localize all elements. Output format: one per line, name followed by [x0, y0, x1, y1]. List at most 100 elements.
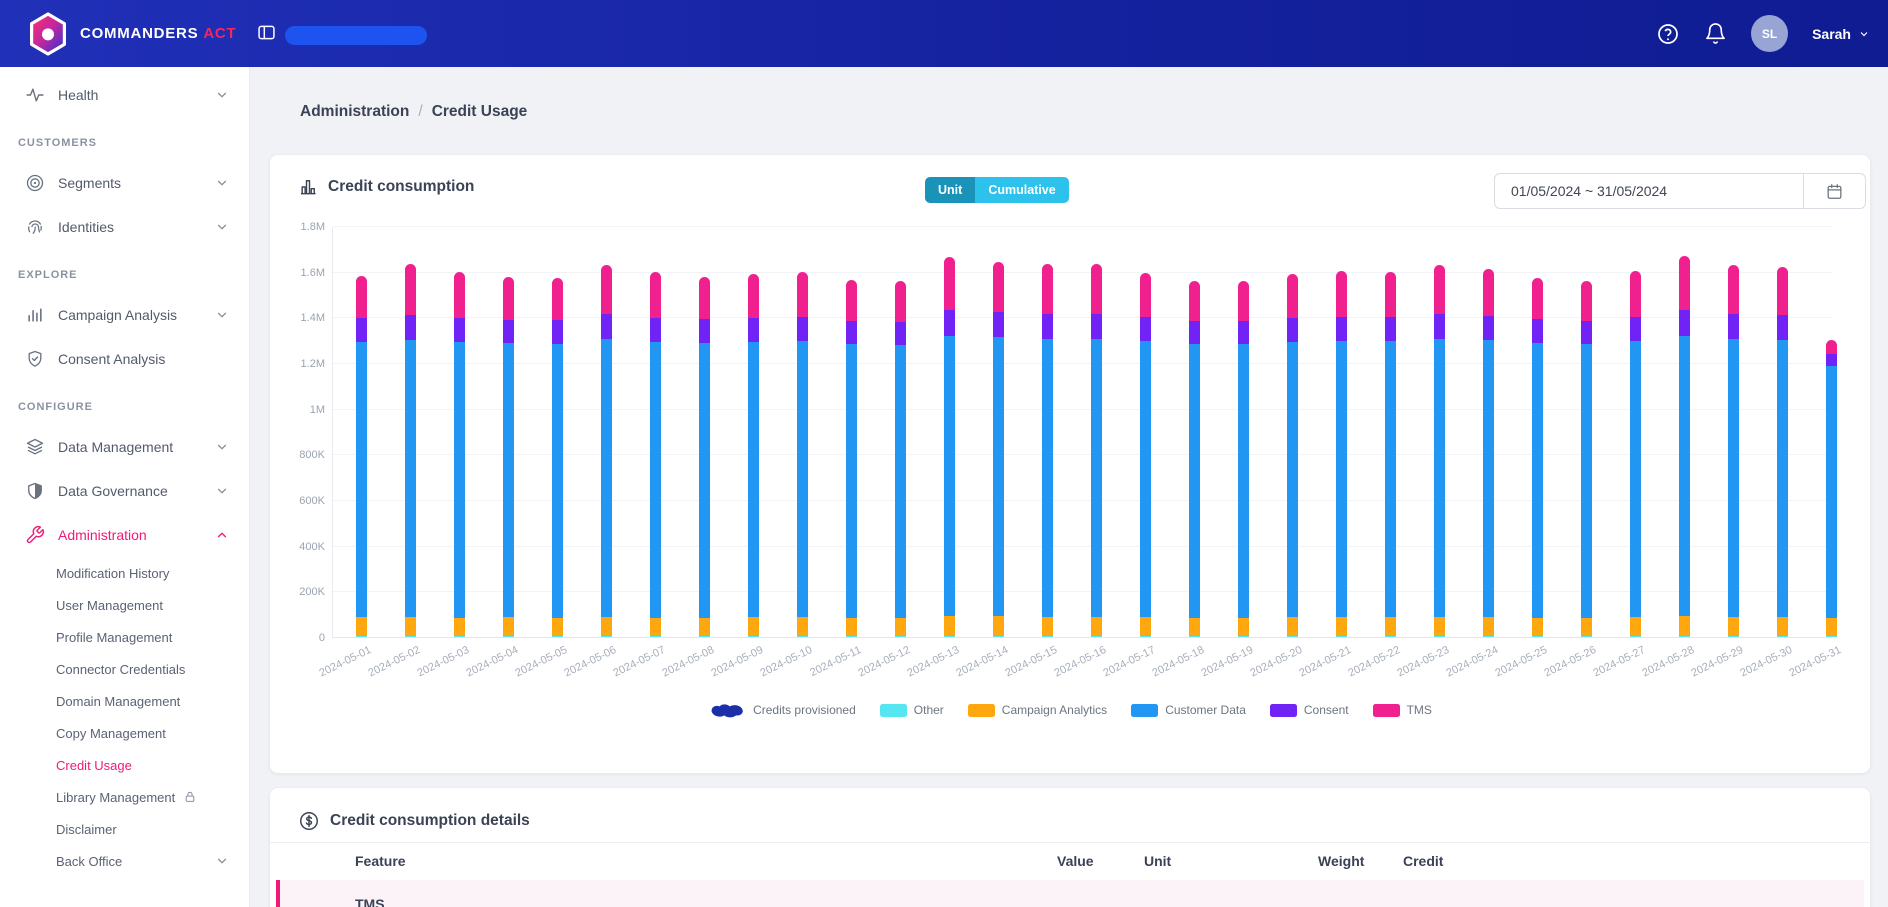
chart-bar-2024-05-21[interactable] — [1336, 271, 1347, 637]
sidebar-item-domain-management[interactable]: Domain Management — [0, 685, 249, 717]
bar-segment-consent — [895, 322, 906, 345]
sidebar-item-credit-usage[interactable]: Credit Usage — [0, 749, 249, 781]
legend-item-credits-provisioned[interactable]: Credits provisioned — [708, 701, 856, 719]
commanders-act-logo[interactable]: COMMANDERS ACT — [28, 11, 236, 56]
chart-bar-2024-05-28[interactable] — [1679, 256, 1690, 637]
legend-item-consent[interactable]: Consent — [1269, 703, 1349, 717]
legend-item-campaign-analytics[interactable]: Campaign Analytics — [967, 703, 1107, 717]
bar-segment-customer-data — [944, 336, 955, 616]
breadcrumb-administration[interactable]: Administration — [300, 103, 410, 120]
sidebar-item-library-management[interactable]: Library Management — [0, 781, 249, 813]
avatar[interactable]: SL — [1751, 15, 1789, 52]
chart-bar-2024-05-25[interactable] — [1532, 278, 1543, 637]
chart-bar-2024-05-11[interactable] — [846, 280, 857, 637]
chart-bar-2024-05-07[interactable] — [650, 272, 661, 637]
chart-bar-2024-05-16[interactable] — [1091, 264, 1102, 637]
bar-segment-tms — [1777, 267, 1788, 315]
chart-bar-2024-05-20[interactable] — [1287, 274, 1298, 637]
bar-segment-other — [699, 636, 710, 637]
calendar-button[interactable] — [1803, 174, 1865, 208]
breadcrumb-credit-usage[interactable]: Credit Usage — [431, 103, 528, 120]
bar-segment-tms — [1581, 281, 1592, 321]
help-icon[interactable] — [1656, 22, 1680, 46]
sidebar-item-connector-credentials[interactable]: Connector Credentials — [0, 653, 249, 685]
chart-bar-2024-05-10[interactable] — [797, 272, 808, 637]
sidebar-item-disclaimer[interactable]: Disclaimer — [0, 813, 249, 845]
chart-bar-2024-05-26[interactable] — [1581, 281, 1592, 637]
sidebar-item-back-office[interactable]: Back Office — [0, 845, 249, 877]
chart-bar-2024-05-05[interactable] — [552, 278, 563, 637]
sidebar-item-label: Modification History — [56, 565, 170, 581]
breadcrumb: Administration / Credit Usage — [300, 103, 527, 121]
y-axis-tick: 400K — [299, 540, 325, 553]
bar-segment-campaign-analytics — [993, 616, 1004, 636]
chart-bar-2024-05-06[interactable] — [601, 265, 612, 637]
chart-bar-2024-05-22[interactable] — [1385, 272, 1396, 637]
sidebar-item-profile-management[interactable]: Profile Management — [0, 621, 249, 653]
gridline — [333, 591, 1832, 593]
sidebar-item-consent-analysis[interactable]: Consent Analysis — [0, 337, 249, 381]
top-navbar: COMMANDERS ACT SL Sarah — [0, 0, 1888, 67]
sidebar-item-data-management[interactable]: Data Management — [0, 425, 249, 469]
chart-bar-2024-05-08[interactable] — [699, 277, 710, 637]
bar-segment-tms — [1140, 273, 1151, 317]
bar-segment-campaign-analytics — [1679, 616, 1690, 636]
chart-bar-2024-05-12[interactable] — [895, 281, 906, 637]
bar-segment-tms — [944, 257, 955, 310]
bar-segment-customer-data — [650, 342, 661, 618]
sidebar-item-copy-management[interactable]: Copy Management — [0, 717, 249, 749]
legend-item-customer-data[interactable]: Customer Data — [1131, 703, 1246, 717]
sidebar-item-label: Back Office — [56, 853, 123, 869]
sidebar-item-modification-history[interactable]: Modification History — [0, 557, 249, 589]
chart-bar-2024-05-09[interactable] — [748, 274, 759, 637]
chart-bar-2024-05-31[interactable] — [1826, 340, 1837, 637]
toggle-cumulative-button[interactable]: Cumulative — [975, 177, 1069, 203]
table-row-tms[interactable]: TMS — [276, 880, 1864, 907]
sidebar-item-administration[interactable]: Administration — [0, 513, 249, 557]
bar-segment-consent — [1091, 314, 1102, 339]
bar-segment-tms — [993, 262, 1004, 312]
sidebar-item-segments[interactable]: Segments — [0, 161, 249, 205]
bar-segment-other — [601, 636, 612, 637]
sidebar-item-data-governance[interactable]: Data Governance — [0, 469, 249, 513]
chart-bar-2024-05-27[interactable] — [1630, 271, 1641, 637]
bar-segment-consent — [846, 321, 857, 344]
chart-bar-2024-05-19[interactable] — [1238, 281, 1249, 637]
chart-bar-2024-05-02[interactable] — [405, 264, 416, 637]
chart-bar-2024-05-01[interactable] — [356, 276, 367, 637]
sidebar-item-campaign-analysis[interactable]: Campaign Analysis — [0, 293, 249, 337]
date-range-value[interactable]: 01/05/2024 ~ 31/05/2024 — [1511, 183, 1668, 199]
sidebar-item-label: Campaign Analysis — [58, 307, 178, 323]
sidebar-toggle-icon[interactable] — [256, 22, 277, 43]
sidebar-item-identities[interactable]: Identities — [0, 205, 249, 249]
logo-hexagon-icon — [30, 11, 66, 56]
chart-bar-2024-05-04[interactable] — [503, 277, 514, 637]
bar-segment-campaign-analytics — [895, 618, 906, 636]
gridline — [333, 545, 1832, 547]
chart-bar-2024-05-23[interactable] — [1434, 265, 1445, 637]
chart-bar-2024-05-03[interactable] — [454, 272, 465, 637]
sidebar-item-user-management[interactable]: User Management — [0, 589, 249, 621]
chart-bar-2024-05-24[interactable] — [1483, 269, 1494, 637]
date-range-picker[interactable]: 01/05/2024 ~ 31/05/2024 — [1494, 173, 1866, 209]
chart-bar-2024-05-13[interactable] — [944, 257, 955, 637]
legend-color-swatch — [1269, 703, 1297, 717]
user-menu[interactable]: Sarah — [1812, 26, 1870, 42]
chart-bar-2024-05-18[interactable] — [1189, 281, 1200, 637]
chevron-down-icon — [1860, 31, 1868, 36]
legend-item-tms[interactable]: TMS — [1372, 703, 1432, 717]
legend-item-other[interactable]: Other — [879, 703, 944, 717]
y-axis-tick: 1M — [309, 403, 325, 416]
sidebar-item-health[interactable]: Health — [0, 73, 249, 117]
notifications-bell-icon[interactable] — [1704, 22, 1727, 45]
chart-bar-2024-05-17[interactable] — [1140, 273, 1151, 637]
gridline — [333, 317, 1832, 319]
chart-bar-2024-05-15[interactable] — [1042, 264, 1053, 637]
chart-bar-2024-05-14[interactable] — [993, 262, 1004, 637]
sidebar-item-label: Identities — [58, 219, 115, 235]
toggle-unit-button[interactable]: Unit — [925, 177, 976, 203]
chart-bar-2024-05-30[interactable] — [1777, 267, 1788, 637]
chart-bar-2024-05-29[interactable] — [1728, 265, 1739, 637]
site-selector-redacted[interactable] — [285, 26, 427, 45]
